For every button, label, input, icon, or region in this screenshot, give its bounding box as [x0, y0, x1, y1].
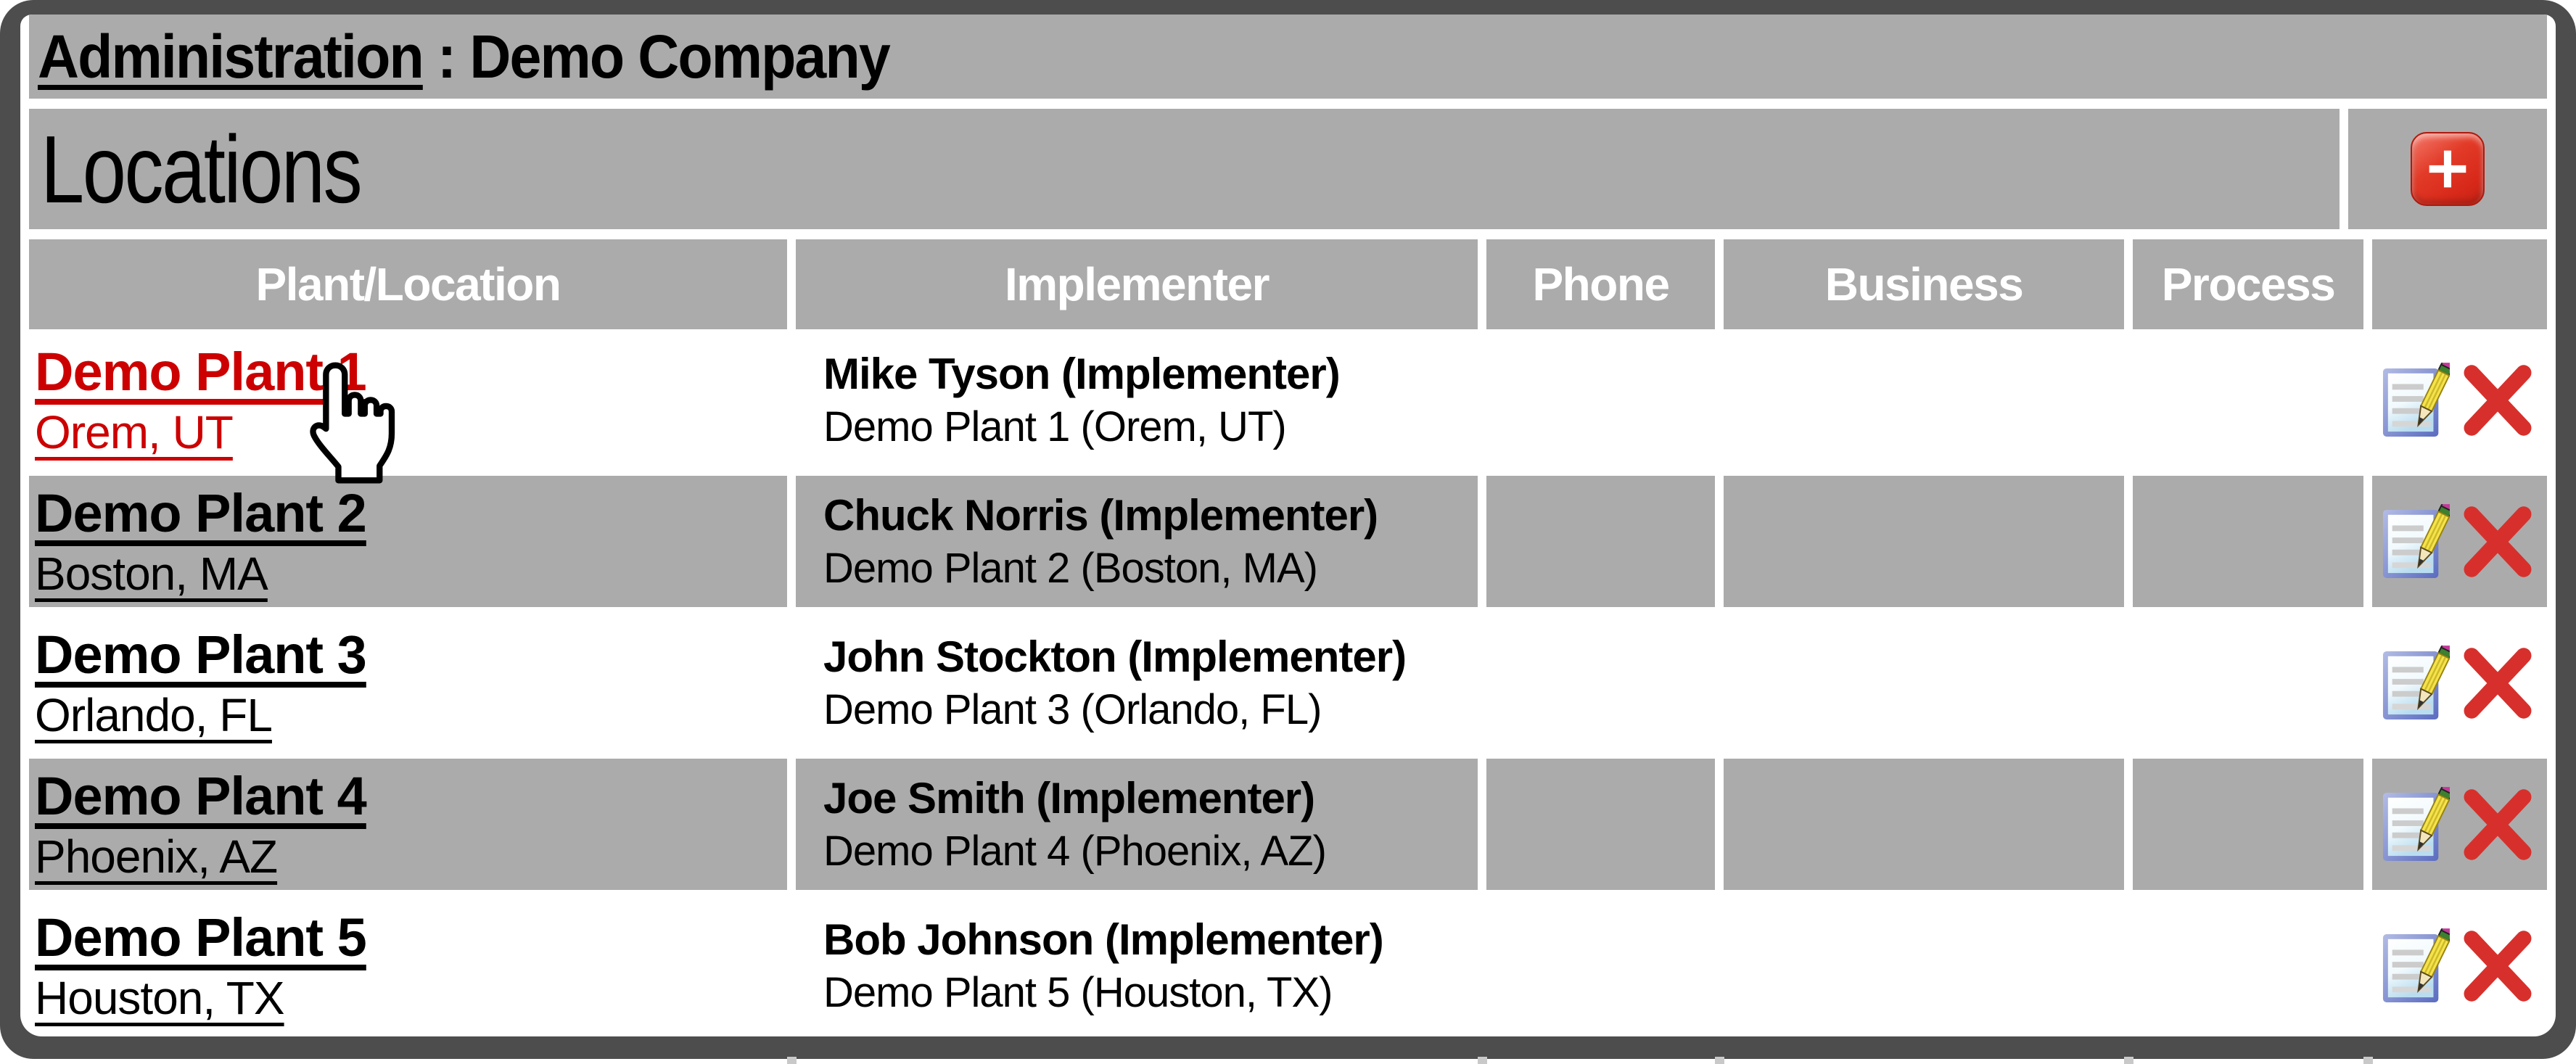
- column-header-business: Business: [1724, 239, 2124, 329]
- divider: [2363, 1057, 2373, 1064]
- plant-location-cell: Demo Plant 1 Orem, UT: [29, 329, 787, 471]
- edit-note-icon[interactable]: [2382, 504, 2450, 580]
- actions-cell: [2372, 895, 2547, 1036]
- edit-note-icon[interactable]: [2382, 363, 2450, 438]
- implementer-location: Demo Plant 5 (Houston, TX): [823, 968, 1333, 1016]
- breadcrumb-current: Demo Company: [469, 22, 890, 91]
- column-header-process: Process: [2133, 239, 2363, 329]
- implementer-location: Demo Plant 4 (Phoenix, AZ): [823, 827, 1327, 875]
- implementer-location: Demo Plant 1 (Orem, UT): [823, 403, 1287, 450]
- implementer-cell: John Stockton (Implementer) Demo Plant 3…: [796, 612, 1478, 754]
- phone-cell: [1486, 476, 1715, 607]
- process-cell: [2133, 895, 2363, 1036]
- delete-x-icon[interactable]: [2457, 358, 2538, 442]
- plant-city-link[interactable]: Phoenix, AZ: [35, 830, 278, 883]
- implementer-location: Demo Plant 3 (Orlando, FL): [823, 685, 1322, 733]
- add-location-button[interactable]: [2411, 132, 2485, 206]
- column-header-implementer: Implementer: [796, 239, 1478, 329]
- implementer-cell: Mike Tyson (Implementer) Demo Plant 1 (O…: [796, 329, 1478, 471]
- business-cell: [1724, 476, 2124, 607]
- process-cell: [2133, 612, 2363, 754]
- phone-cell: [1486, 612, 1715, 754]
- plant-link[interactable]: Demo Plant 2: [35, 482, 367, 543]
- breadcrumb-administration-link[interactable]: Administration: [38, 22, 424, 91]
- divider: [787, 1057, 797, 1064]
- actions-cell: [2372, 759, 2547, 890]
- plant-city-link[interactable]: Houston, TX: [35, 971, 285, 1024]
- phone-cell: [1486, 329, 1715, 471]
- process-cell: [2133, 329, 2363, 471]
- edit-note-icon[interactable]: [2382, 646, 2450, 721]
- implementer-name: Mike Tyson (Implementer): [823, 349, 1341, 398]
- plant-location-cell: Demo Plant 2 Boston, MA: [29, 476, 787, 607]
- implementer-name: John Stockton (Implementer): [823, 632, 1407, 681]
- actions-cell: [2372, 329, 2547, 471]
- actions-cell: [2372, 476, 2547, 607]
- page-title: Locations: [29, 109, 2340, 229]
- implementer-cell: Joe Smith (Implementer) Demo Plant 4 (Ph…: [796, 759, 1478, 890]
- table-header-row: Plant/Location Implementer Phone Busines…: [29, 239, 2547, 329]
- breadcrumb-separator: :: [422, 22, 470, 91]
- actions-cell: [2372, 612, 2547, 754]
- business-cell: [1724, 329, 2124, 471]
- plant-city-link[interactable]: Orlando, FL: [35, 688, 273, 741]
- column-header-actions: [2372, 239, 2547, 329]
- plant-location-cell: Demo Plant 5 Houston, TX: [29, 895, 787, 1036]
- business-cell: [1724, 759, 2124, 890]
- panel-body: Administration : Demo Company Locations …: [20, 15, 2556, 1036]
- table-row: Demo Plant 4 Phoenix, AZ Joe Smith (Impl…: [29, 754, 2547, 895]
- add-location-cell: [2348, 109, 2547, 229]
- phone-cell: [1486, 895, 1715, 1036]
- plant-city-link[interactable]: Boston, MA: [35, 547, 268, 600]
- delete-x-icon[interactable]: [2457, 641, 2538, 725]
- table-row: Demo Plant 3 Orlando, FL John Stockton (…: [29, 612, 2547, 754]
- plant-link[interactable]: Demo Plant 5: [35, 907, 367, 968]
- page-title-text: Locations: [41, 115, 363, 223]
- breadcrumb: Administration : Demo Company: [29, 15, 2547, 99]
- title-row: Locations: [29, 109, 2547, 229]
- delete-x-icon[interactable]: [2457, 783, 2538, 867]
- column-header-phone: Phone: [1486, 239, 1715, 329]
- phone-cell: [1486, 759, 1715, 890]
- plant-location-cell: Demo Plant 4 Phoenix, AZ: [29, 759, 787, 890]
- process-cell: [2133, 759, 2363, 890]
- edit-note-icon[interactable]: [2382, 928, 2450, 1004]
- edit-note-icon[interactable]: [2382, 787, 2450, 862]
- table-row: Demo Plant 1 Orem, UT Mike Tyson (Implem…: [29, 329, 2547, 471]
- process-cell: [2133, 476, 2363, 607]
- table-row: Demo Plant 2 Boston, MA Chuck Norris (Im…: [29, 471, 2547, 612]
- plant-link[interactable]: Demo Plant 1: [35, 341, 367, 402]
- implementer-cell: Bob Johnson (Implementer) Demo Plant 5 (…: [796, 895, 1478, 1036]
- divider: [1715, 1057, 1724, 1064]
- divider: [1478, 1057, 1487, 1064]
- delete-x-icon[interactable]: [2457, 924, 2538, 1008]
- plant-link[interactable]: Demo Plant 3: [35, 624, 367, 685]
- table-row: Demo Plant 5 Houston, TX Bob Johnson (Im…: [29, 895, 2547, 1036]
- business-cell: [1724, 895, 2124, 1036]
- implementer-name: Joe Smith (Implementer): [823, 773, 1315, 822]
- implementer-name: Chuck Norris (Implementer): [823, 490, 1378, 540]
- plant-city-link[interactable]: Orem, UT: [35, 405, 234, 458]
- business-cell: [1724, 612, 2124, 754]
- implementer-location: Demo Plant 2 (Boston, MA): [823, 544, 1318, 592]
- delete-x-icon[interactable]: [2457, 500, 2538, 584]
- divider: [2124, 1057, 2133, 1064]
- implementer-cell: Chuck Norris (Implementer) Demo Plant 2 …: [796, 476, 1478, 607]
- plant-location-cell: Demo Plant 3 Orlando, FL: [29, 612, 787, 754]
- implementer-name: Bob Johnson (Implementer): [823, 915, 1384, 964]
- column-header-plant-location: Plant/Location: [29, 239, 787, 329]
- plant-link[interactable]: Demo Plant 4: [35, 765, 367, 826]
- plus-icon: [2429, 150, 2466, 188]
